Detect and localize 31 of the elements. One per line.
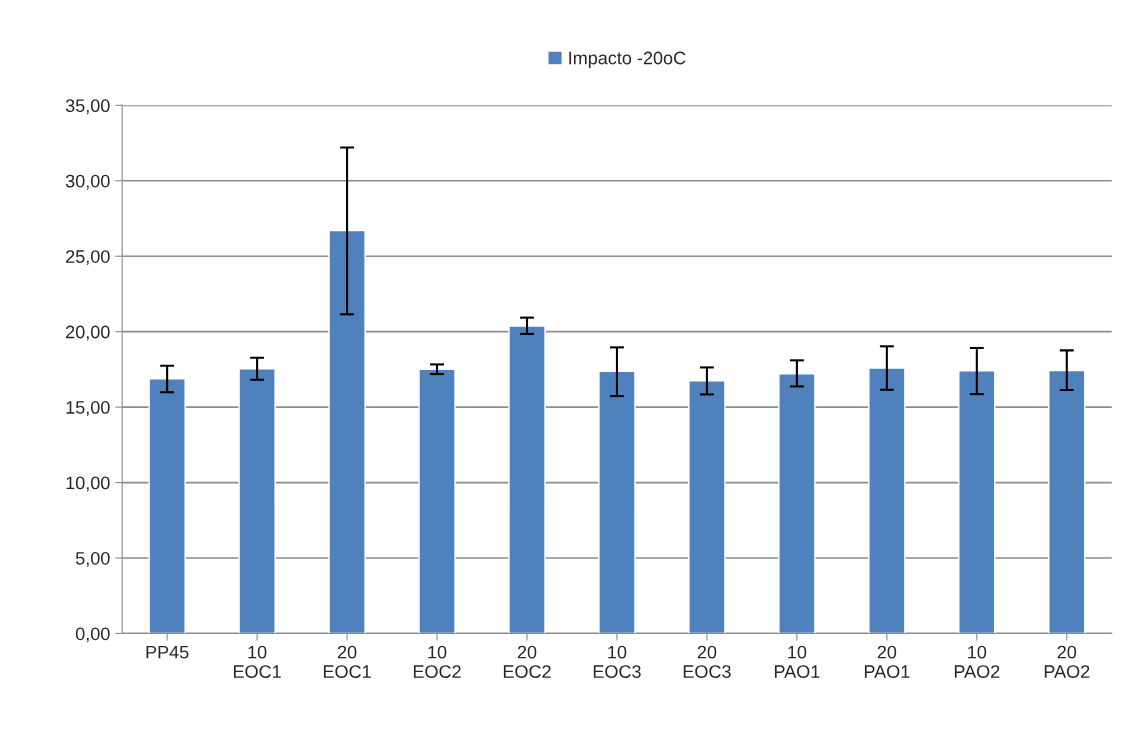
bar xyxy=(328,229,366,634)
x-tick-label: 20 EOC3 xyxy=(683,645,731,678)
y-tick-label: 0,00 xyxy=(75,627,110,643)
y-tick-label: 25,00 xyxy=(66,250,110,266)
x-tick-label: 10 EOC2 xyxy=(413,645,461,678)
x-tick-label: 20 PAO1 xyxy=(864,645,910,678)
legend-label: Impacto -20oC xyxy=(569,51,686,68)
bar xyxy=(868,367,906,634)
bar xyxy=(508,325,546,634)
x-tick-label: 20 EOC1 xyxy=(323,645,371,678)
y-tick-label: 30,00 xyxy=(65,174,110,190)
bar xyxy=(148,378,186,634)
bar xyxy=(958,370,996,634)
bar xyxy=(238,368,276,634)
bar xyxy=(778,373,816,634)
x-tick-label: PP45 xyxy=(146,645,189,659)
bar xyxy=(688,380,726,634)
bar xyxy=(1048,369,1086,634)
bar xyxy=(598,370,636,634)
y-tick-label: 35,00 xyxy=(65,99,110,115)
x-tick-label: 10 EOC1 xyxy=(233,645,281,678)
y-tick-label: 5,00 xyxy=(75,551,110,567)
bar xyxy=(418,368,456,634)
x-tick-label: 10 PAO1 xyxy=(774,645,820,678)
y-tick-label: 10,00 xyxy=(66,476,110,492)
x-tick-label: 20 PAO2 xyxy=(1044,645,1090,678)
x-tick-label: 10 EOC3 xyxy=(593,645,641,678)
x-tick-label: 20 EOC2 xyxy=(503,645,551,678)
y-tick-label: 20,00 xyxy=(66,325,110,341)
y-tick-label: 15,00 xyxy=(66,401,110,416)
x-tick-label: 10 PAO2 xyxy=(954,645,1000,678)
